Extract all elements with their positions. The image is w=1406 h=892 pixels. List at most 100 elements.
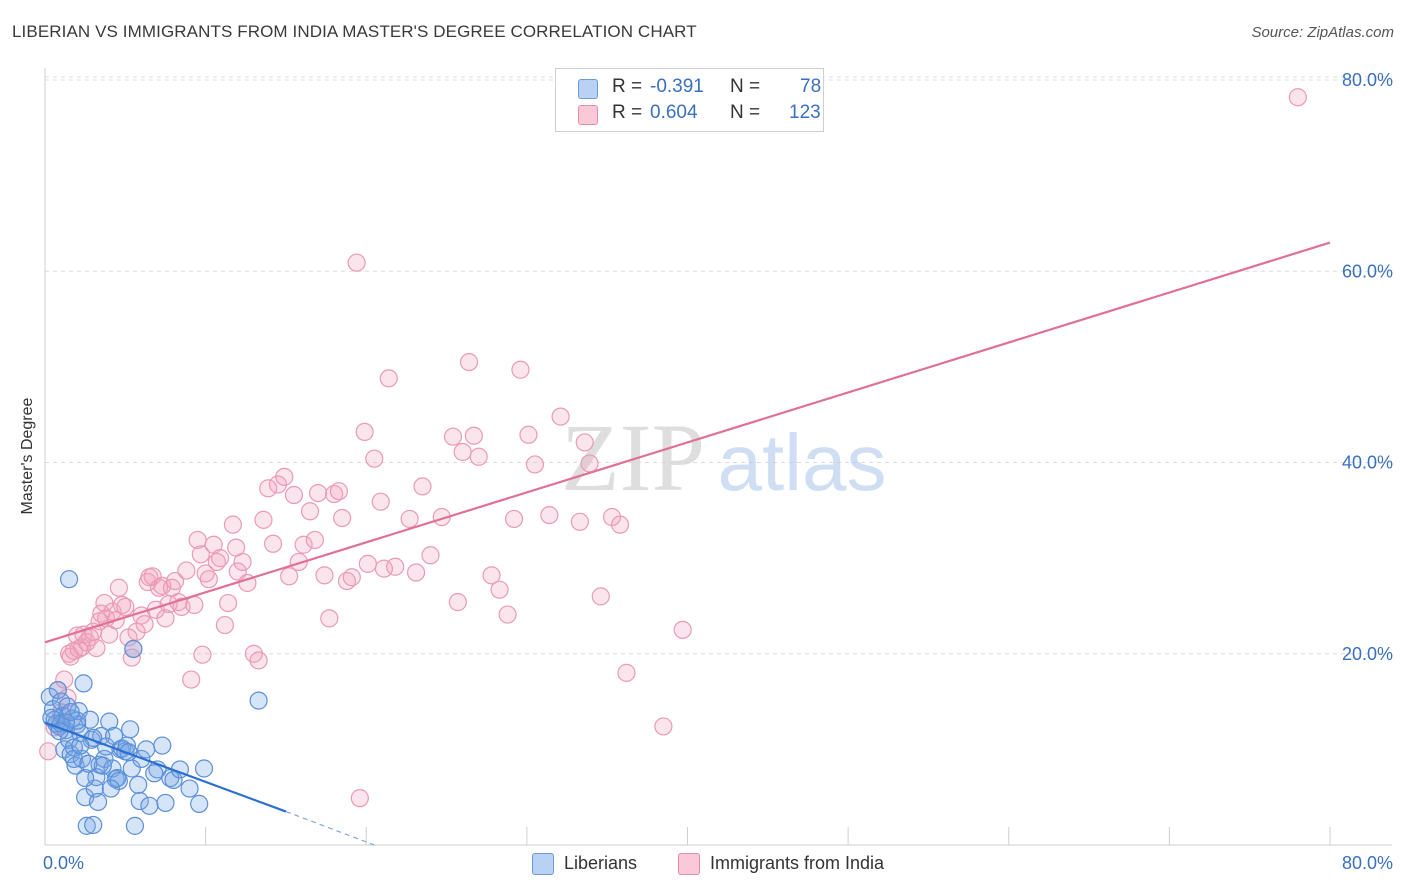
india-point xyxy=(300,502,320,521)
india-point xyxy=(365,449,384,468)
india-point xyxy=(196,564,215,583)
liberian-point xyxy=(84,815,103,835)
india-point xyxy=(233,552,252,572)
india-point xyxy=(294,535,313,554)
india-point xyxy=(166,571,185,591)
liberian-point xyxy=(88,792,108,812)
liberian-trend-line xyxy=(44,721,287,813)
india-point xyxy=(511,360,530,379)
india-point xyxy=(386,557,405,576)
india-point xyxy=(379,369,398,388)
india-point xyxy=(570,512,589,531)
stats-legend: R = -0.391 N = 78 R = 0.604 N = 123 xyxy=(555,68,824,132)
india-point xyxy=(263,534,283,553)
india-point xyxy=(575,433,594,452)
liberian-points xyxy=(40,570,268,835)
watermark-atlas: atlas xyxy=(718,418,887,507)
liberian-point xyxy=(93,756,112,775)
liberian-point xyxy=(76,768,95,788)
india-point xyxy=(149,578,169,597)
liberian-point xyxy=(61,702,80,722)
liberian-point xyxy=(249,691,268,710)
liberian-point xyxy=(106,769,125,789)
source-label: Source: ZipAtlas.com xyxy=(1251,24,1394,41)
liberian-point xyxy=(74,674,93,693)
india-point xyxy=(210,549,230,568)
liberian-point xyxy=(145,764,164,783)
liberian-point xyxy=(130,791,149,811)
india-point xyxy=(421,546,440,565)
india-point xyxy=(112,595,132,615)
legend-row-liberians: R = -0.391 N = 78 xyxy=(556,75,823,101)
india-point xyxy=(135,615,154,634)
india-point xyxy=(191,545,210,564)
india-point xyxy=(39,742,58,761)
india-point xyxy=(448,593,467,612)
india-point xyxy=(116,597,135,616)
india-point xyxy=(551,407,570,426)
legend-n-value-india: 123 xyxy=(789,102,821,123)
liberian-point xyxy=(101,779,120,798)
india-trend-line xyxy=(44,241,1331,644)
trend-lines xyxy=(44,241,1331,846)
india-point xyxy=(87,638,106,658)
india-point xyxy=(490,580,509,599)
legend-swatch-liberians xyxy=(578,79,598,99)
india-point xyxy=(109,578,128,597)
liberian-point xyxy=(180,779,199,798)
india-point xyxy=(223,515,243,534)
india-point xyxy=(371,492,390,511)
india-point xyxy=(182,670,201,689)
india-point xyxy=(55,670,74,689)
india-point xyxy=(1288,88,1307,107)
india-point xyxy=(498,605,517,624)
india-point xyxy=(289,552,308,572)
india-point xyxy=(355,422,374,441)
bottom-legend-swatch-india xyxy=(678,853,700,875)
india-point xyxy=(673,620,692,639)
liberian-point xyxy=(79,754,98,773)
india-point xyxy=(654,717,673,736)
india-point xyxy=(308,484,328,503)
y-tick-label: 40.0% xyxy=(1342,453,1393,473)
liberian-point xyxy=(129,775,148,794)
india-point xyxy=(519,425,538,444)
bottom-legend-label-india: Immigrants from India xyxy=(710,853,885,873)
india-point xyxy=(259,479,278,498)
india-point xyxy=(482,566,501,585)
liberian-point xyxy=(119,743,138,762)
watermark: ZIP atlas xyxy=(561,404,886,511)
liberian-point xyxy=(71,736,90,755)
india-point xyxy=(320,609,339,628)
india-point xyxy=(325,484,344,504)
legend-n-label: N = xyxy=(730,102,761,123)
legend-r-label: R = xyxy=(612,76,643,97)
india-point xyxy=(199,570,218,589)
india-point xyxy=(443,427,463,446)
liberian-point xyxy=(100,712,119,731)
india-point xyxy=(464,426,483,445)
india-point xyxy=(215,615,234,635)
y-tick-label: 80.0% xyxy=(1342,70,1393,90)
india-point xyxy=(342,568,361,587)
legend-row-india: R = 0.604 N = 123 xyxy=(556,101,823,127)
liberian-point xyxy=(153,736,172,755)
x-tick-label: 0.0% xyxy=(43,853,84,873)
tick-labels: 20.0% 40.0% 60.0% 80.0% 0.0% 80.0% xyxy=(43,70,1393,873)
india-point xyxy=(305,530,324,550)
india-point xyxy=(185,595,204,615)
india-point xyxy=(469,447,488,466)
liberian-trend-extension xyxy=(285,810,375,846)
legend-r-label: R = xyxy=(612,102,643,123)
liberian-point xyxy=(124,639,143,659)
india-point xyxy=(347,253,366,272)
india-point xyxy=(540,505,559,525)
bottom-legend-label-liberians: Liberians xyxy=(564,853,638,873)
india-point xyxy=(275,467,294,486)
liberian-point xyxy=(140,796,159,815)
chart-title: LIBERIAN VS IMMIGRANTS FROM INDIA MASTER… xyxy=(12,22,697,41)
india-point xyxy=(333,508,352,528)
liberian-point xyxy=(137,740,156,759)
india-point xyxy=(610,515,630,534)
